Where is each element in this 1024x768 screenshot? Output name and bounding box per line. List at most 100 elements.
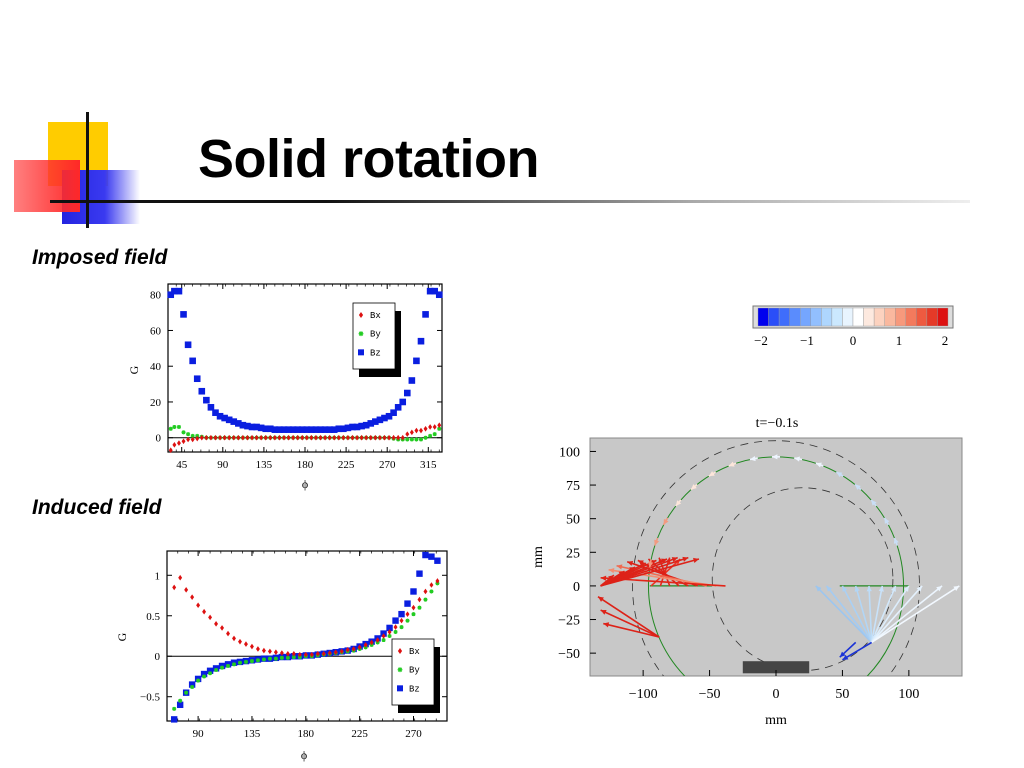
- point-bz-47: [381, 414, 388, 422]
- point-bx-10: [213, 434, 218, 441]
- point-bx-25: [282, 434, 286, 441]
- y-tick-label-3: 60: [150, 325, 162, 337]
- x-tick-label-4: 270: [405, 728, 422, 740]
- point-bx-40: [411, 604, 416, 611]
- point-bz-7: [198, 387, 206, 395]
- colorbar-cell-17: [937, 307, 949, 327]
- y-tick-label-3: 1: [155, 570, 161, 582]
- arc-arrow-2: [662, 517, 669, 526]
- point-bx-13: [227, 434, 232, 441]
- point-bx-54: [414, 427, 419, 434]
- colorbar-cell-2: [778, 307, 790, 327]
- point-bz-13: [225, 416, 233, 424]
- point-by-legend: [358, 331, 364, 337]
- point-bz-52: [403, 389, 411, 397]
- y-tick-label-2: 0.5: [146, 611, 160, 623]
- y-tick-label-4: 0: [573, 580, 580, 595]
- y-tick-label-1: 20: [150, 397, 162, 409]
- point-bz-42: [422, 551, 429, 559]
- point-bz-45: [372, 418, 379, 425]
- point-bx-45: [373, 434, 378, 441]
- colorbar-cell-10: [863, 307, 875, 327]
- point-by-10: [232, 662, 237, 667]
- point-by-9: [226, 663, 231, 668]
- arc-arrow-4: [690, 483, 698, 491]
- point-bz-5: [200, 670, 208, 678]
- vector-right-7: [870, 585, 910, 643]
- point-bz-46: [376, 416, 384, 424]
- point-bz-58: [431, 287, 438, 295]
- point-bx-37: [336, 434, 341, 441]
- point-bz-30: [303, 426, 311, 433]
- point-bz-42: [358, 422, 365, 430]
- point-bz-0: [167, 291, 175, 299]
- arc-arrow-11: [835, 471, 844, 478]
- point-bz-26: [285, 426, 292, 433]
- point-bz-10: [212, 409, 219, 416]
- point-bz-29: [298, 426, 306, 433]
- point-bx-51: [400, 434, 405, 441]
- point-bz-8: [203, 396, 210, 404]
- legend-label-bz: Bz: [370, 348, 381, 358]
- point-bz-16: [239, 421, 247, 429]
- point-by-7: [214, 668, 219, 672]
- point-bz-3: [180, 311, 187, 318]
- point-by-38: [399, 625, 404, 630]
- point-bz-9: [207, 404, 215, 411]
- point-bz-27: [289, 426, 297, 433]
- point-bz-1: [176, 701, 184, 709]
- point-bx-19: [254, 434, 259, 441]
- point-by-4: [186, 432, 191, 437]
- legend-label-by: By: [409, 666, 420, 676]
- y-tick-label-0: −0.5: [140, 692, 160, 704]
- point-by-0: [172, 706, 177, 711]
- point-bz-6: [206, 667, 214, 675]
- point-bz-5: [189, 357, 196, 365]
- point-bx-1: [178, 574, 183, 581]
- point-bz-39: [404, 600, 411, 607]
- arc-arrow-8: [772, 454, 780, 460]
- point-by-18: [279, 655, 284, 660]
- point-bx-10: [232, 635, 236, 642]
- point-bz-4: [184, 341, 192, 349]
- point-by-19: [285, 655, 290, 660]
- arc-arrow-6: [728, 461, 737, 467]
- point-bz-50: [394, 404, 402, 411]
- point-bx-38: [399, 617, 404, 624]
- arc-arrow-0: [648, 559, 654, 568]
- vector-right-3: [854, 585, 873, 643]
- colorbar-cell-9: [852, 307, 864, 327]
- vector-right-dark-0: [839, 641, 857, 658]
- point-bx-0: [172, 584, 177, 591]
- arc-arrow-10: [815, 462, 824, 468]
- point-by-55: [418, 437, 423, 442]
- point-bz-22: [266, 425, 274, 433]
- point-bz-legend: [358, 349, 364, 356]
- point-bx-37: [393, 624, 398, 630]
- arc-arrow-1: [654, 537, 660, 546]
- point-bx-8: [204, 434, 209, 441]
- colorbar-cell-6: [821, 307, 833, 327]
- colorbar-cell-7: [831, 307, 843, 327]
- point-bx-legend: [397, 648, 403, 654]
- point-bx-44: [368, 434, 373, 441]
- legend-label-bx: Bx: [409, 647, 420, 657]
- colorbar-cell-1: [768, 307, 780, 327]
- point-bz-57: [426, 287, 434, 295]
- point-by-39: [405, 618, 410, 623]
- vector-field-chart: t=−0.1s −100 −50 0 50 100 100 75 50 25 0 −25 −50 mm…: [531, 416, 963, 728]
- legend: Bx By Bz: [391, 638, 440, 713]
- point-bx-11: [238, 638, 242, 645]
- point-bx-52: [405, 431, 410, 437]
- x-tick-label-2: 180: [298, 728, 315, 740]
- colorbar-tick-label-4: 2: [942, 333, 949, 348]
- point-bx-56: [423, 425, 428, 432]
- colorbar-cell-4: [800, 307, 811, 327]
- point-bx-58: [432, 424, 437, 430]
- point-bz-0: [170, 716, 178, 723]
- point-by-5: [190, 433, 195, 438]
- x-tick-label-2: 0: [773, 687, 780, 702]
- point-bx-47: [382, 434, 387, 441]
- vector-left-11: [603, 622, 660, 638]
- imposed-field-chart: 45 90 135 180 225 270 315 0 20 40 60 80 G ϕ Bx By Bz: [130, 283, 443, 491]
